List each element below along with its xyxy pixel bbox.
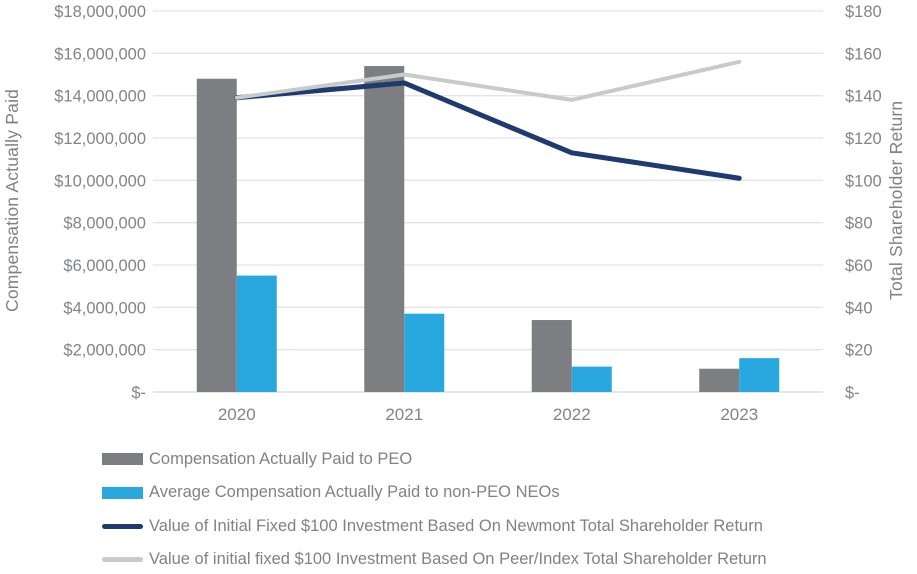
x-axis-category-label: 2022 — [553, 405, 591, 424]
plot-area: $- $- $2,000,000 $20 $4,000,000 $40 $6,000,000… — [54, 3, 882, 424]
left-axis-tick-label: $16,000,000 — [54, 45, 146, 63]
left-axis-tick-label: $14,000,000 — [54, 88, 146, 106]
right-axis-tick-label: $100 — [845, 172, 882, 190]
left-axis-tick-label: $8,000,000 — [63, 215, 146, 233]
legend-label: Value of initial fixed $100 Investment B… — [149, 550, 767, 568]
bar-series1-2022 — [571, 366, 612, 392]
right-axis-tick-label: $120 — [845, 130, 882, 148]
bar-series0-2021 — [364, 66, 405, 393]
legend-label: Average Compensation Actually Paid to no… — [149, 483, 560, 501]
left-axis-tick-label: $- — [131, 384, 146, 402]
right-axis-title: Total Shareholder Return — [886, 100, 906, 300]
right-axis-tick-label: $80 — [845, 215, 873, 233]
non-peo-bar-swatch-icon — [102, 486, 143, 499]
left-axis-tick-label: $18,000,000 — [54, 3, 146, 21]
legend-label: Compensation Actually Paid to PEO — [149, 449, 413, 468]
right-axis-tick-label: $180 — [845, 3, 882, 21]
right-axis-tick-label: $40 — [845, 299, 873, 317]
right-axis-tick-label: $20 — [845, 342, 873, 360]
bar-series0-2023 — [699, 368, 740, 392]
left-axis-tick-label: $4,000,000 — [63, 299, 146, 317]
bar-series1-2021 — [404, 313, 445, 392]
right-axis-tick-label: $140 — [845, 88, 882, 106]
legend-item-newmont-tsr: Value of Initial Fixed $100 Investment B… — [102, 515, 767, 537]
right-axis-tick-label: $- — [845, 384, 860, 402]
bar-series1-2020 — [236, 275, 277, 392]
legend-label: Value of Initial Fixed $100 Investment B… — [149, 516, 763, 535]
legend-item-peo-cap: Compensation Actually Paid to PEO — [102, 448, 767, 470]
newmont-tsr-line-swatch-icon — [102, 523, 143, 529]
left-axis-title: Compensation Actually Paid — [2, 88, 22, 312]
legend-item-peer-index-tsr: Value of initial fixed $100 Investment B… — [102, 549, 767, 571]
left-axis-tick-label: $6,000,000 — [63, 257, 146, 275]
legend-item-non-peo-cap: Average Compensation Actually Paid to no… — [102, 482, 767, 504]
line-series1 — [234, 59, 742, 102]
left-axis-tick-label: $2,000,000 — [63, 342, 146, 360]
x-axis-category-label: 2020 — [218, 405, 256, 424]
bar-series0-2020 — [196, 78, 237, 392]
x-axis-category-label: 2021 — [385, 405, 423, 424]
left-axis-tick-label: $10,000,000 — [54, 172, 146, 190]
bar-series0-2022 — [531, 320, 572, 392]
peer-index-tsr-line-swatch-icon — [102, 557, 143, 562]
x-axis-category-label: 2023 — [720, 405, 758, 424]
right-axis-tick-label: $160 — [845, 45, 882, 63]
line-series0 — [234, 80, 742, 181]
right-axis-tick-label: $60 — [845, 257, 873, 275]
bar-series1-2023 — [739, 358, 780, 392]
left-axis-tick-label: $12,000,000 — [54, 130, 146, 148]
peo-bar-swatch-icon — [102, 453, 143, 465]
legend: Compensation Actually Paid to PEO Averag… — [102, 448, 767, 571]
